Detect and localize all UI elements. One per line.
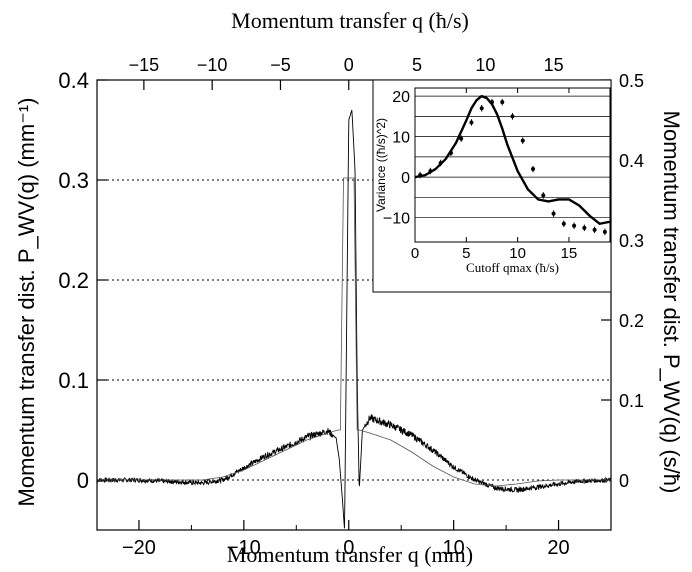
inset-data-point	[448, 150, 453, 155]
x-tick-label-top: 5	[412, 55, 422, 75]
inset-data-point	[500, 100, 505, 105]
x-tick-label-bottom: 20	[547, 537, 569, 559]
x-tick-label-top: −10	[197, 55, 228, 75]
inset-data-point	[592, 227, 597, 232]
inset-data-point	[428, 169, 433, 174]
x-tick-label-top: 10	[475, 55, 495, 75]
x-tick-label-bottom: 0	[343, 537, 354, 559]
y-axis-title-right: Momentum transfer dist. P_WV(q) (s/ħ)	[659, 111, 684, 494]
inset-y-tick-label: −10	[383, 211, 410, 228]
y-tick-label-right: 0	[619, 471, 629, 491]
inset-background	[372, 79, 612, 293]
x-tick-label-top: −15	[129, 55, 160, 75]
inset-y-tick-label: 10	[392, 130, 410, 147]
inset-data-point	[510, 114, 515, 119]
inset-theory-curve	[414, 94, 611, 225]
inset-data-point	[551, 211, 556, 216]
inset-x-axis-title: Cutoff qmax (ħ/s)	[466, 260, 559, 275]
inset-data-point	[438, 160, 443, 165]
inset-data-point	[520, 138, 525, 143]
inset-data-point	[479, 106, 484, 111]
y-tick-label-left: 0.4	[58, 68, 89, 93]
inset-series-group	[414, 94, 611, 236]
y-tick-label-right: 0.5	[619, 71, 644, 91]
inset-data-point	[602, 229, 607, 234]
y-tick-label-right: 0.2	[619, 311, 644, 331]
y-tick-label-right: 0.4	[619, 151, 644, 171]
y-axis-title-left: Momentum transfer dist. P_WV(q) (mm⁻¹)	[14, 98, 39, 507]
inset-y-tick-label: 0	[401, 170, 410, 187]
inset-data-point	[469, 120, 474, 125]
x-tick-label-bottom: −20	[122, 537, 156, 559]
inset-plot-frame	[414, 87, 611, 243]
x-axis-title-top: Momentum transfer q (ħ/s)	[231, 8, 469, 33]
theory-series-line	[97, 177, 611, 487]
main-plot-frame	[96, 79, 612, 531]
x-tick-label-bottom: 10	[443, 537, 465, 559]
x-tick-label-top: −5	[270, 55, 291, 75]
x-tick-label-top: 0	[344, 55, 354, 75]
main-series-group	[96, 109, 612, 529]
y-tick-label-left: 0.1	[58, 368, 89, 393]
inset-data-point	[572, 223, 577, 228]
inset-x-tick-label: 5	[462, 245, 470, 262]
measured-series-line	[96, 109, 612, 529]
inset-x-tick-label: 0	[411, 245, 419, 262]
inset-x-tick-label: 15	[561, 245, 578, 262]
y-tick-label-left: 0.3	[58, 168, 89, 193]
y-tick-label-right: 0.1	[619, 391, 644, 411]
inset-y-axis-title: Variance ((ħ/s)^2)	[374, 118, 388, 212]
y-tick-label-right: 0.3	[619, 231, 644, 251]
inset-data-point	[531, 167, 536, 172]
y-tick-label-left: 0	[77, 468, 89, 493]
inset-x-tick-label: 10	[509, 245, 526, 262]
inset-data-point	[541, 193, 546, 198]
inset-data-point	[459, 136, 464, 141]
inset-data-point	[418, 173, 423, 178]
inset-data-point	[582, 225, 587, 230]
inset-y-tick-label: 20	[392, 89, 410, 106]
x-tick-label-top: 15	[544, 55, 564, 75]
x-axis-title-bottom: Momentum transfer q (mm)	[227, 542, 473, 567]
x-tick-label-bottom: −10	[227, 537, 261, 559]
inset-data-point	[489, 100, 494, 105]
inset-data-point	[561, 221, 566, 226]
y-tick-label-left: 0.2	[58, 268, 89, 293]
